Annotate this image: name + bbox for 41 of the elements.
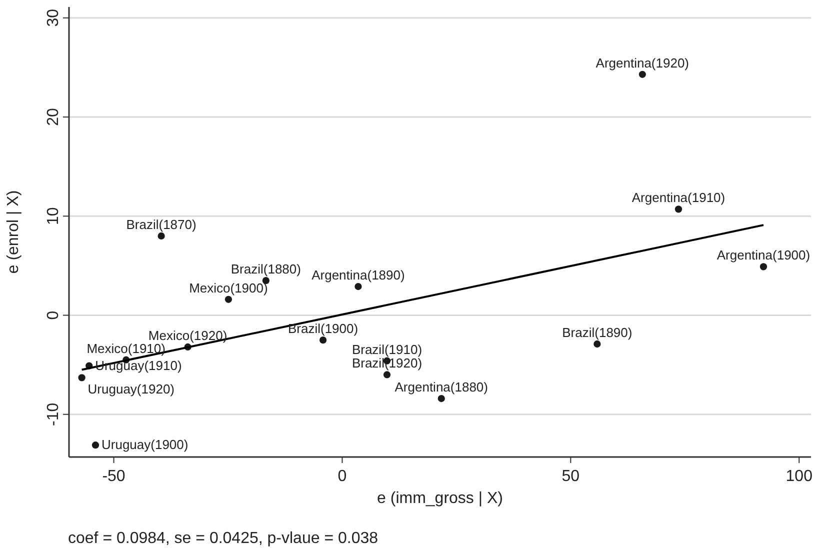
point <box>638 70 646 78</box>
point <box>319 336 327 344</box>
x-tick-label: -50 <box>102 468 126 485</box>
point <box>158 232 165 240</box>
text: coef = 0.0984, se = 0.0425, p-vlaue = 0.038 <box>68 530 378 547</box>
x-tick-label: 0 <box>338 468 347 485</box>
annotation: Argentina(1880) <box>394 380 488 395</box>
y-tick-label: -10 <box>45 402 62 426</box>
annotation: Uruguay(1900) <box>102 437 188 452</box>
x-tick-label: 100 <box>786 468 813 485</box>
x-tick-label: 50 <box>562 468 580 485</box>
point <box>78 374 86 382</box>
point <box>760 263 768 270</box>
point <box>354 282 362 290</box>
annotation: Argentina(1890) <box>312 268 405 283</box>
point <box>594 340 601 348</box>
annotation: Brazil(1890) <box>562 325 632 340</box>
y-tick-label: 20 <box>45 108 62 126</box>
point <box>92 442 100 449</box>
annotation: Brazil(1870) <box>126 216 196 232</box>
point <box>224 296 232 303</box>
point <box>383 371 391 378</box>
x-axis-title: e (imm_gross | X) <box>377 490 503 507</box>
annotation: Mexico(1910) <box>86 340 166 356</box>
annotation: Argentina(1920) <box>596 55 690 70</box>
y-tick-label: 30 <box>45 8 62 27</box>
y-tick-label: 10 <box>45 207 62 226</box>
annotation: Brazil(1900) <box>288 321 358 336</box>
annotation: Mexico(1900) <box>189 280 268 296</box>
annotation: Argentina(1910) <box>632 190 726 206</box>
y-tick-label: 0 <box>45 310 62 320</box>
annotation: Brazil(1880) <box>230 262 301 277</box>
annotation: Brazil(1920) <box>352 356 422 371</box>
annotation: Uruguay(1910) <box>95 358 182 373</box>
annotation: Mexico(1920) <box>148 328 228 343</box>
y-axis-title: e (enrol | X) <box>5 190 22 274</box>
annotation: Uruguay(1920) <box>88 382 175 397</box>
point <box>438 394 445 402</box>
point <box>674 206 682 213</box>
annotation: Brazil(1910) <box>352 342 422 357</box>
annotation: Argentina(1900) <box>716 248 810 263</box>
